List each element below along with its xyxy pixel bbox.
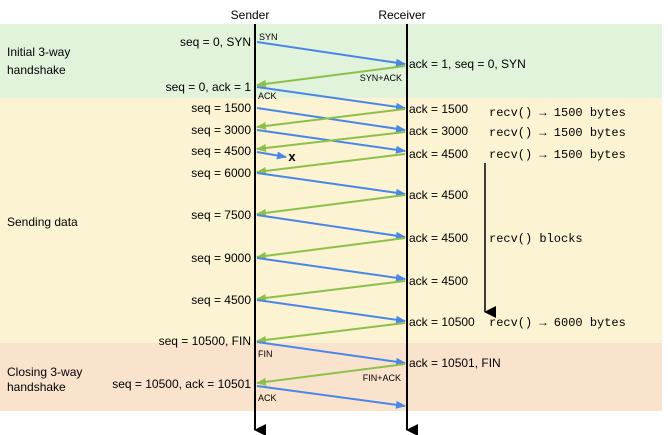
sender-column-header: Sender xyxy=(231,8,270,22)
dup-ack-arrow-2 xyxy=(256,237,406,260)
receiver-label: ack = 4500 xyxy=(409,231,468,245)
arrow-label-fin-ack: FIN+ACK xyxy=(363,373,401,383)
arrow-label-ack-final: ACK xyxy=(258,393,277,403)
receiver-label: ack = 10500 xyxy=(409,315,475,329)
message-arrows xyxy=(256,41,406,409)
data-arrow-6000 xyxy=(256,172,406,197)
ack-arrow-3000 xyxy=(256,131,406,152)
arrow-label-ack: ACK xyxy=(258,91,277,101)
lost-packet-x-icon: x xyxy=(288,149,296,164)
recv-note: recv() blocks xyxy=(489,232,583,246)
receiver-label: ack = 4500 xyxy=(409,188,468,202)
arrow-label-fin: FIN xyxy=(258,349,273,359)
recv-note: recv() → 6000 bytes xyxy=(489,316,626,330)
sender-label: seq = 10500, FIN xyxy=(159,334,251,348)
arrow-label-syn: SYN xyxy=(259,32,278,42)
sender-label: seq = 4500 xyxy=(191,144,251,158)
final-ack-arrow xyxy=(256,385,406,409)
sender-label: seq = 9000 xyxy=(191,251,251,265)
ack-arrow xyxy=(256,86,406,111)
sender-label: seq = 10500, ack = 10501 xyxy=(112,377,251,391)
data-arrow-9000 xyxy=(256,257,406,282)
recv-note: recv() → 1500 bytes xyxy=(489,126,626,140)
ack-arrow-10500 xyxy=(256,322,406,344)
sender-label: seq = 6000 xyxy=(191,166,251,180)
sender-label: seq = 0, SYN xyxy=(180,35,251,49)
receiver-label: ack = 3000 xyxy=(409,124,468,138)
sender-label: seq = 4500 xyxy=(191,293,251,307)
dup-ack-arrow-1 xyxy=(256,194,406,217)
phase-label-handshake: Initial 3-way handshake xyxy=(7,45,74,77)
ack-arrow-4500 xyxy=(256,153,406,175)
ack-arrow-1500 xyxy=(256,108,406,130)
phase-band-handshake xyxy=(0,24,662,98)
receiver-column-header: Receiver xyxy=(378,8,425,22)
fin-ack-arrow xyxy=(256,363,406,386)
data-arrow-7500 xyxy=(256,214,406,240)
arrow-label-syn-ack: SYN+ACK xyxy=(360,73,402,83)
syn-ack-arrow xyxy=(256,65,406,88)
receiver-label: ack = 1500 xyxy=(409,102,468,116)
receiver-label: ack = 4500 xyxy=(409,274,468,288)
dup-ack-arrow-3 xyxy=(256,280,406,302)
receiver-label: ack = 1, seq = 0, SYN xyxy=(409,57,526,71)
sender-label: seq = 0, ack = 1 xyxy=(166,80,252,94)
fin-arrow xyxy=(256,341,406,366)
recv-note: recv() → 1500 bytes xyxy=(489,148,626,162)
syn-arrow xyxy=(256,41,406,67)
receiver-label: ack = 4500 xyxy=(409,147,468,161)
receiver-label: ack = 10501, FIN xyxy=(409,356,501,370)
phase-band-closing-handshake xyxy=(0,343,662,411)
phase-band-sending-data xyxy=(0,98,662,343)
sender-label: seq = 7500 xyxy=(191,208,251,222)
phase-label-sending-data: Sending data xyxy=(7,215,78,229)
sender-label: seq = 1500 xyxy=(191,101,251,115)
recv-note: recv() → 1500 bytes xyxy=(489,106,626,120)
sender-label: seq = 3000 xyxy=(191,123,251,137)
lost-data-arrow-4500 xyxy=(256,151,287,160)
retransmit-arrow-4500 xyxy=(256,299,406,324)
phase-label-closing-handshake: Closing 3-way handshake xyxy=(7,365,86,394)
